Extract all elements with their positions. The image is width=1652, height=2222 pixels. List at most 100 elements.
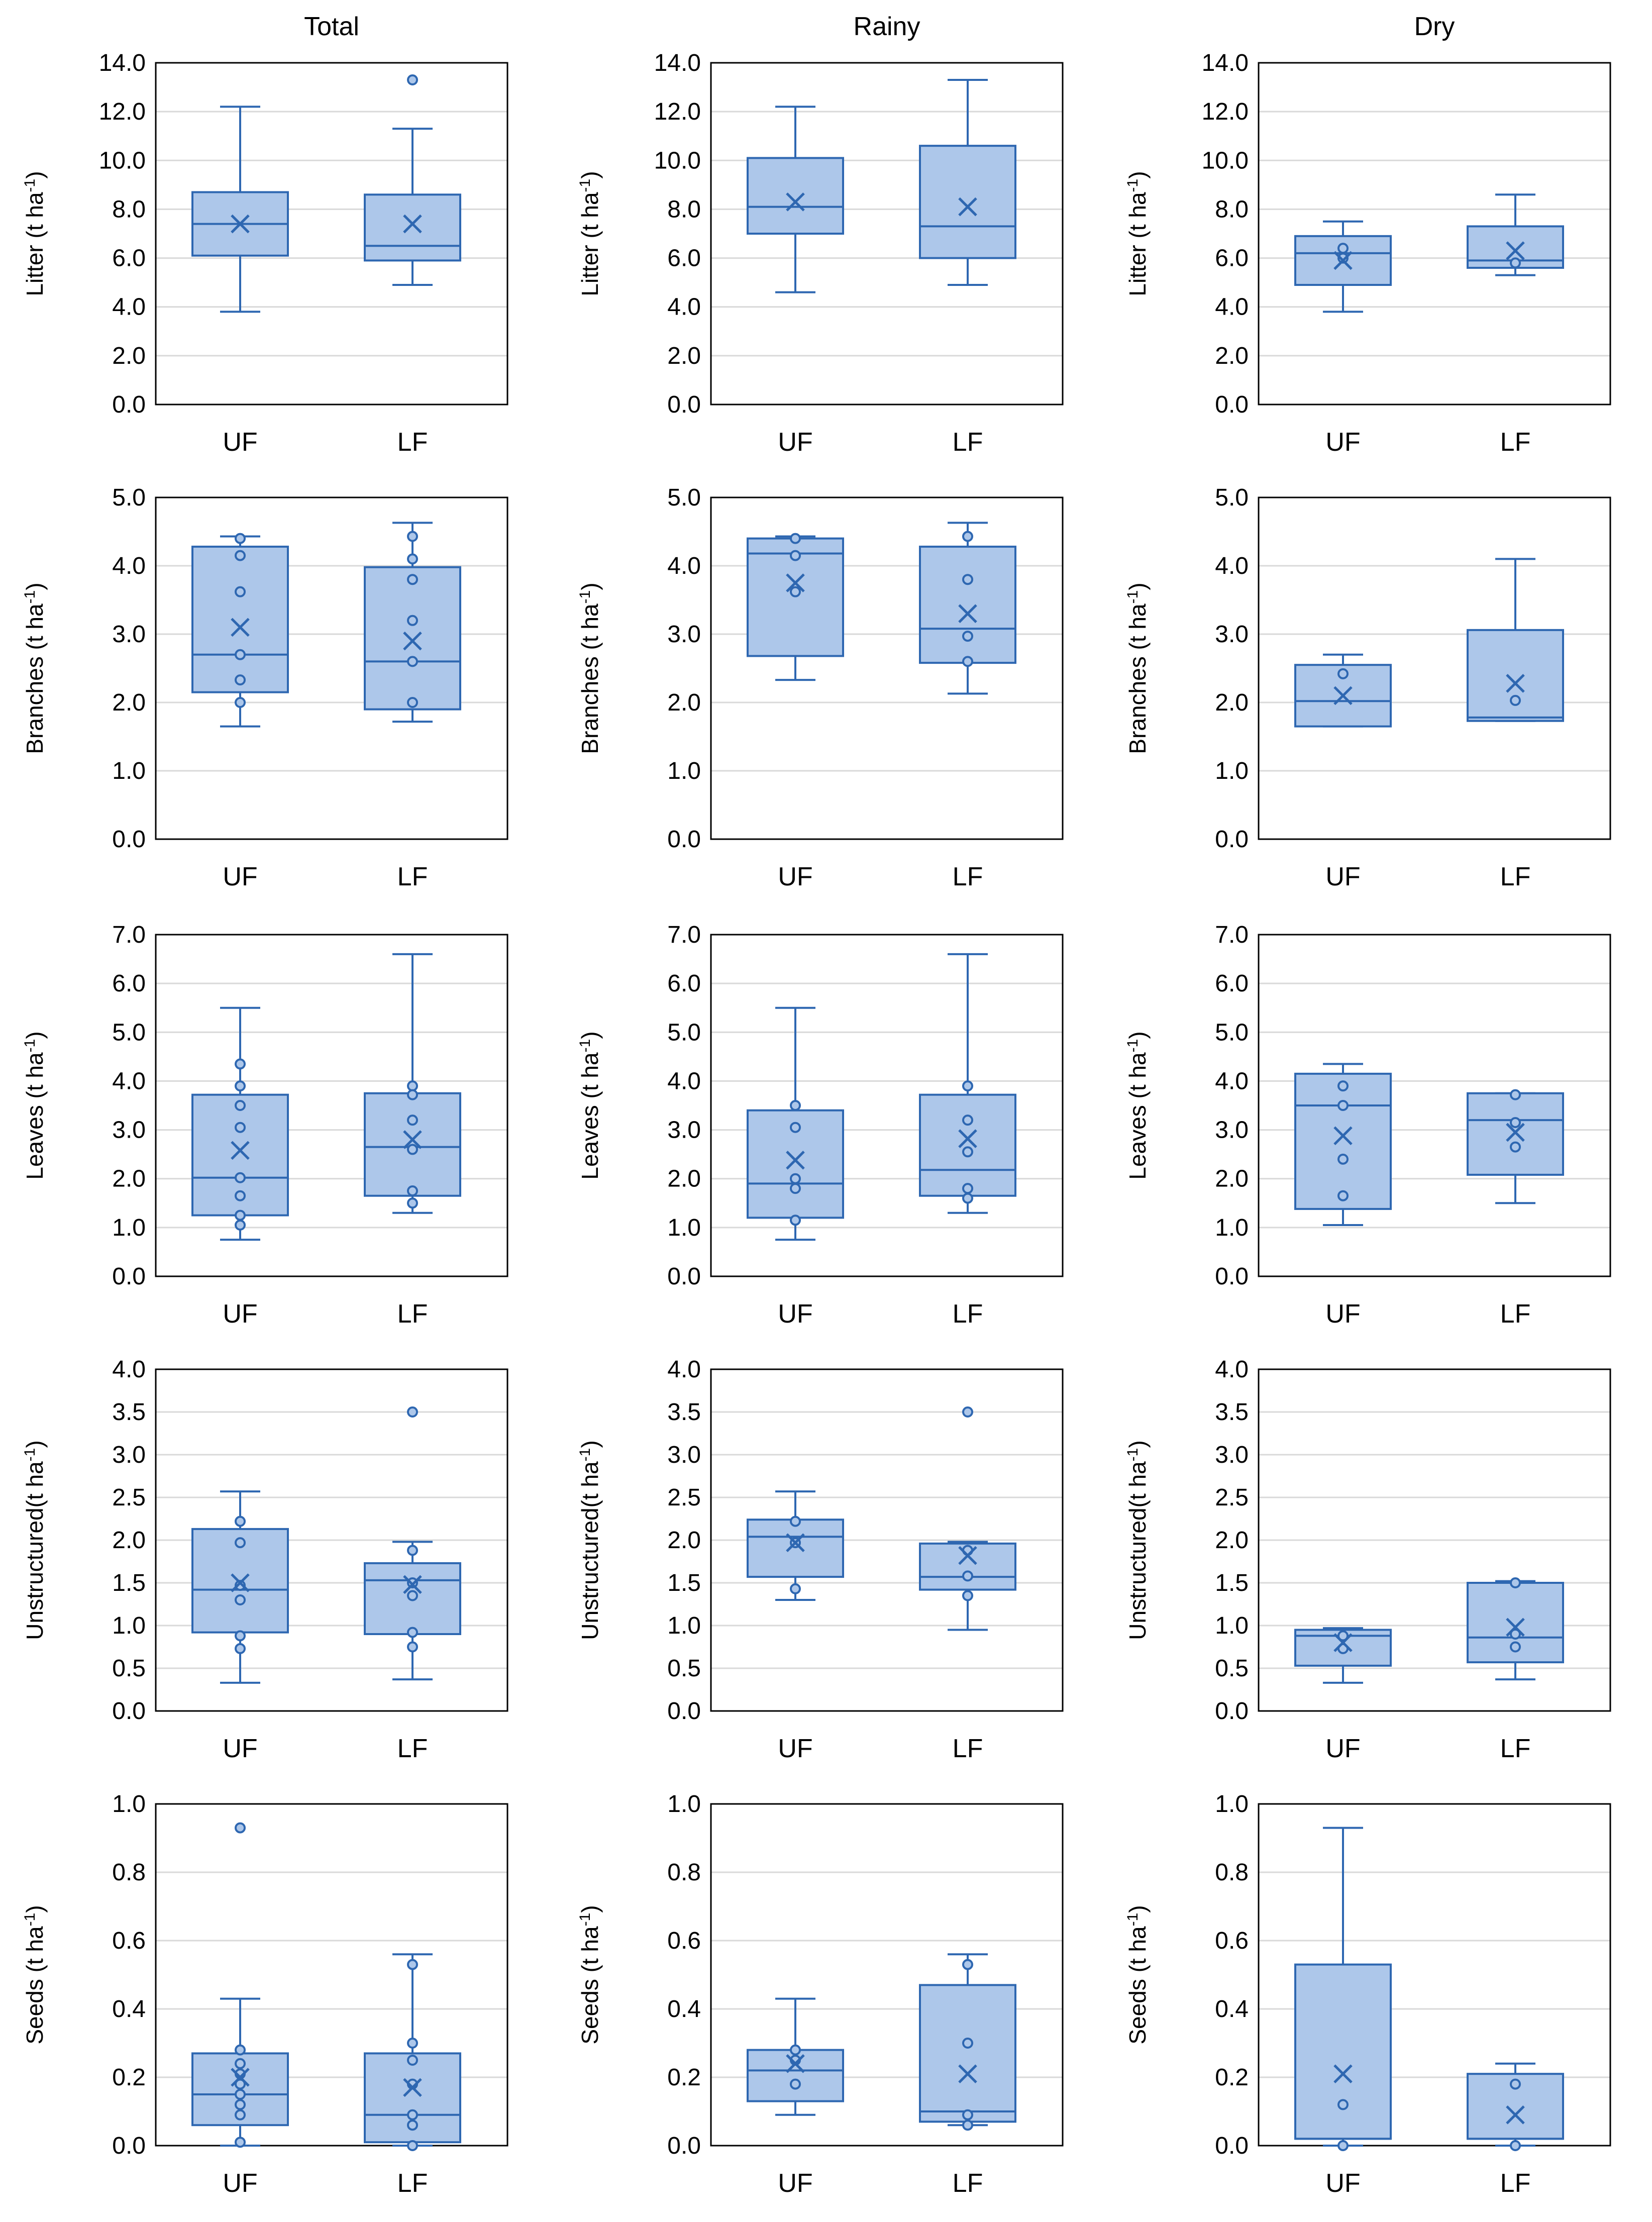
plot-frame (155, 1368, 508, 1712)
y-tick-label: 1.0 (112, 1612, 146, 1639)
data-point (407, 1545, 418, 1556)
data-point (962, 574, 973, 585)
x-category-label: LF (953, 1734, 983, 1763)
iqr-box (1294, 1963, 1392, 2140)
mean-marker (958, 1129, 977, 1148)
data-point (235, 1209, 246, 1221)
x-category-label: LF (1500, 862, 1531, 891)
y-tick-label: 1.0 (112, 1215, 146, 1241)
y-tick-label: 4.0 (1215, 553, 1249, 579)
data-point (1510, 2078, 1521, 2090)
data-point (790, 1122, 801, 1133)
y-tick-label: 3.5 (667, 1399, 701, 1426)
y-tick-label: 3.5 (1215, 1399, 1249, 1426)
y-tick-label: 3.0 (112, 621, 146, 648)
y-tick-label: 4.0 (1215, 294, 1249, 321)
mean-marker (786, 1151, 805, 1170)
data-point (235, 533, 246, 544)
y-tick-label: 0.8 (112, 1859, 146, 1886)
y-tick-label: 0.4 (1215, 1996, 1249, 2023)
data-point (1337, 1080, 1349, 1092)
data-point (407, 1627, 418, 1638)
y-tick-label: 0.6 (667, 1928, 701, 1954)
y-axis-title: Leaves (t ha-1) (1124, 1031, 1151, 1179)
y-tick-label: 2.0 (667, 689, 701, 716)
y-tick-label: 12.0 (654, 98, 701, 125)
mean-marker (786, 573, 805, 592)
data-point (962, 2119, 973, 2131)
y-tick-label: 14.0 (99, 50, 146, 76)
data-point (235, 1822, 246, 1834)
y-tick-label: 8.0 (1215, 196, 1249, 223)
y-tick-label: 0.0 (1215, 391, 1249, 418)
y-tick-label: 7.0 (667, 922, 701, 948)
mean-marker (786, 192, 805, 212)
mean-marker (231, 618, 250, 637)
mean-marker (1506, 1618, 1525, 1637)
mean-marker (1333, 2064, 1353, 2083)
data-point (407, 1406, 418, 1418)
data-point (1510, 694, 1521, 706)
y-tick-label: 3.0 (667, 1442, 701, 1468)
y-tick-label: 0.0 (667, 1698, 701, 1725)
plot-frame (1258, 1803, 1611, 2147)
mean-marker (1333, 251, 1353, 270)
plot-frame (1258, 62, 1611, 406)
data-point (235, 1122, 246, 1133)
x-category-label: UF (1325, 2169, 1360, 2198)
y-tick-label: 0.0 (112, 2133, 146, 2159)
y-axis-title: Seeds (t ha-1) (577, 1905, 603, 2044)
x-category-label: UF (778, 428, 812, 457)
y-axis-title: Branches (t ha-1) (22, 582, 48, 754)
data-point (235, 1220, 246, 1231)
y-tick-label: 3.0 (1215, 621, 1249, 648)
y-tick-label: 6.0 (667, 245, 701, 272)
y-tick-label: 3.0 (667, 1117, 701, 1144)
data-point (790, 2044, 801, 2056)
x-category-label: UF (1325, 862, 1360, 891)
data-point (1510, 257, 1521, 269)
y-tick-label: 0.0 (1215, 1263, 1249, 1290)
data-point (407, 1197, 418, 1209)
y-tick-label: 0.0 (112, 1698, 146, 1725)
iqr-box (1294, 1072, 1392, 1210)
y-tick-label: 10.0 (1202, 147, 1249, 174)
y-tick-label: 2.0 (667, 343, 701, 369)
x-category-label: UF (778, 2169, 812, 2198)
mean-marker (958, 1546, 977, 1565)
data-point (962, 631, 973, 642)
data-point (407, 2140, 418, 2151)
y-tick-label: 10.0 (654, 147, 701, 174)
plot-frame (710, 496, 1064, 840)
y-tick-label: 0.5 (112, 1655, 146, 1682)
y-tick-label: 0.0 (667, 826, 701, 853)
data-point (962, 2109, 973, 2120)
mean-marker (958, 2064, 977, 2083)
data-point (235, 2109, 246, 2120)
data-point (1510, 2140, 1521, 2151)
x-category-label: UF (1325, 1734, 1360, 1763)
data-point (1337, 2140, 1349, 2151)
y-tick-label: 0.0 (112, 826, 146, 853)
y-tick-label: 0.8 (1215, 1859, 1249, 1886)
y-tick-label: 2.0 (667, 1527, 701, 1554)
y-tick-label: 1.0 (667, 1791, 701, 1817)
data-point (235, 2078, 246, 2090)
data-point (235, 586, 246, 597)
data-point (235, 1643, 246, 1654)
mean-marker (958, 604, 977, 623)
y-tick-label: 0.0 (667, 391, 701, 418)
x-category-label: LF (1500, 1299, 1531, 1329)
x-category-label: UF (223, 1299, 257, 1329)
y-tick-label: 5.0 (667, 484, 701, 511)
y-axis-title: Unstructured(t ha-1) (577, 1440, 603, 1640)
data-point (235, 2099, 246, 2110)
iqr-box (919, 1984, 1016, 2123)
data-point (1337, 1153, 1349, 1165)
y-tick-label: 6.0 (1215, 970, 1249, 997)
y-tick-label: 3.0 (1215, 1442, 1249, 1468)
y-tick-label: 3.0 (112, 1117, 146, 1144)
data-point (1337, 1100, 1349, 1111)
x-category-label: LF (1500, 2169, 1531, 2198)
y-tick-label: 3.0 (667, 621, 701, 648)
